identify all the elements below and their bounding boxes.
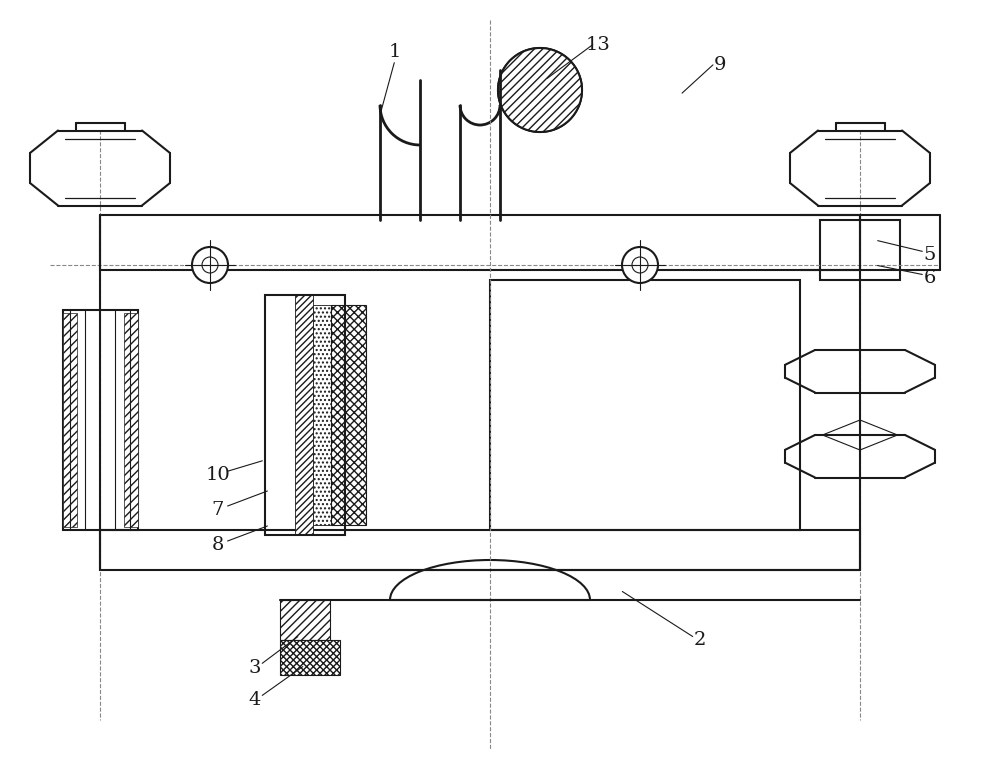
- Text: 2: 2: [694, 631, 706, 649]
- Text: 6: 6: [924, 269, 936, 287]
- Bar: [490, 280, 800, 530]
- Bar: [63, 315, 75, 525]
- Bar: [820, 220, 900, 280]
- Bar: [124, 313, 138, 527]
- Bar: [100, 215, 860, 270]
- Text: 1: 1: [389, 43, 401, 61]
- Text: 13: 13: [586, 36, 610, 54]
- Circle shape: [498, 48, 582, 132]
- Text: 5: 5: [924, 246, 936, 264]
- Bar: [126, 315, 138, 525]
- Bar: [100, 530, 860, 570]
- Bar: [63, 313, 77, 527]
- Bar: [280, 600, 330, 640]
- Bar: [63, 310, 138, 530]
- Bar: [331, 305, 366, 525]
- Bar: [295, 295, 313, 535]
- Text: 9: 9: [714, 56, 726, 74]
- Circle shape: [192, 247, 228, 283]
- Circle shape: [622, 247, 658, 283]
- Circle shape: [498, 48, 582, 132]
- Circle shape: [202, 257, 218, 273]
- Bar: [265, 295, 345, 535]
- Text: 3: 3: [249, 659, 261, 677]
- Text: 8: 8: [212, 536, 224, 554]
- Text: 4: 4: [249, 691, 261, 709]
- Circle shape: [632, 257, 648, 273]
- Text: 7: 7: [212, 501, 224, 519]
- Bar: [313, 305, 331, 525]
- Bar: [280, 640, 340, 675]
- Text: 10: 10: [206, 466, 230, 484]
